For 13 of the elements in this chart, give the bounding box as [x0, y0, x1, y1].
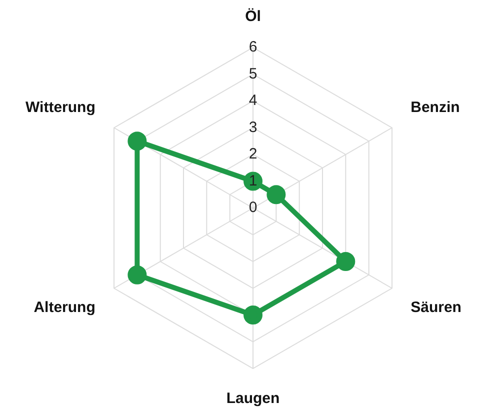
- y-tick-label: 2: [248, 146, 258, 163]
- y-tick-label: 6: [248, 38, 258, 56]
- spoke-label: Laugen: [226, 390, 280, 408]
- spoke-label: Alterung: [34, 299, 96, 316]
- y-tick-label: 5: [248, 65, 258, 82]
- y-tick-label: 4: [248, 92, 258, 110]
- spoke-label: Öl: [245, 8, 261, 26]
- spoke-label: Witterung: [26, 99, 96, 116]
- spoke-label: Säuren: [410, 299, 462, 316]
- y-tick-label: 3: [248, 118, 258, 136]
- spoke-label: Benzin: [410, 99, 460, 116]
- y-tick-label: 0: [248, 199, 258, 216]
- y-tick-label: 1: [248, 172, 258, 190]
